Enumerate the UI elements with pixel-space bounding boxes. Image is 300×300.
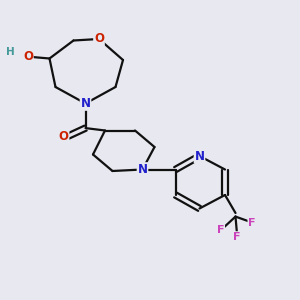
Text: F: F: [217, 225, 224, 235]
Text: N: N: [137, 163, 148, 176]
Text: F: F: [248, 218, 256, 228]
Text: O: O: [94, 32, 104, 46]
Text: F: F: [233, 232, 241, 242]
Text: O: O: [58, 130, 69, 143]
Text: O: O: [23, 50, 33, 64]
Text: N: N: [194, 149, 205, 163]
Text: N: N: [80, 97, 91, 110]
Text: H: H: [6, 46, 15, 57]
